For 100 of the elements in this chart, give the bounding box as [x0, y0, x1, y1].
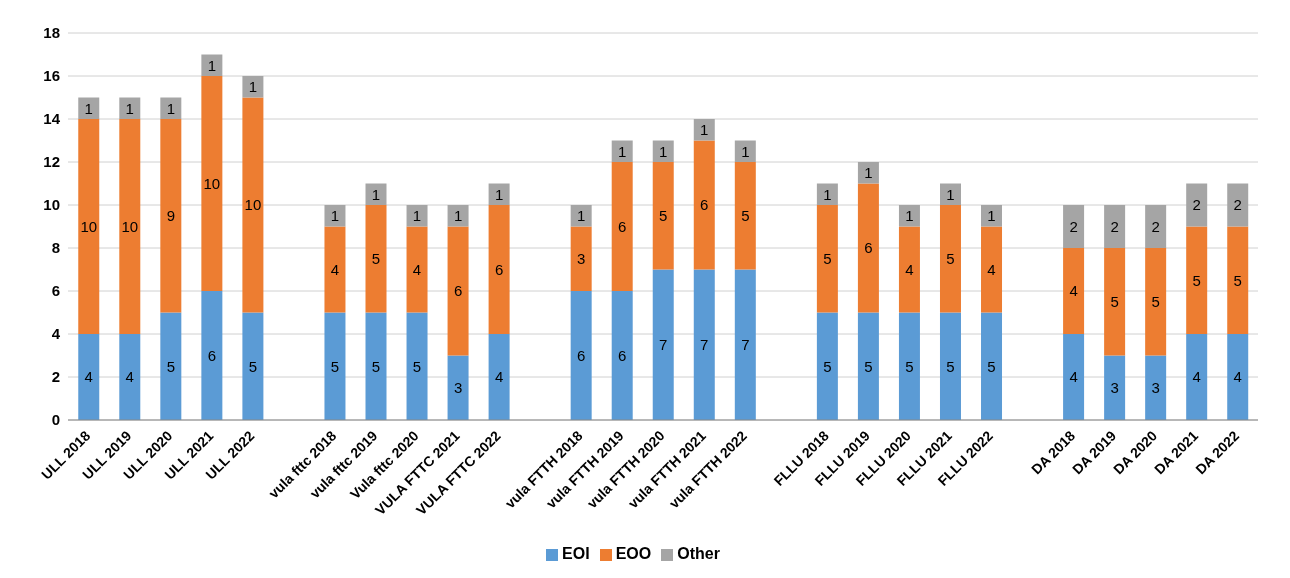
data-label: 6: [700, 196, 709, 214]
data-label: 5: [330, 357, 340, 375]
data-label: 1: [248, 78, 258, 96]
bar: [1227, 183, 1249, 227]
data-label: 5: [166, 357, 175, 375]
data-label: 5: [823, 250, 832, 268]
data-label: 5: [1192, 271, 1201, 289]
data-label: 5: [946, 250, 955, 268]
bar: [1063, 334, 1085, 420]
bar: [242, 97, 264, 313]
bar: [119, 97, 141, 119]
y-tick-label: 10: [43, 196, 60, 214]
bar: [201, 54, 223, 76]
data-label: 1: [618, 142, 627, 160]
bar: [611, 162, 633, 291]
bar: [78, 334, 100, 420]
bar: [1186, 226, 1208, 334]
data-label: 6: [618, 346, 627, 364]
bar: [488, 334, 510, 420]
y-tick-label: 8: [51, 239, 60, 257]
data-label: 5: [1233, 271, 1242, 289]
bar: [981, 205, 1003, 227]
bar: [1145, 205, 1167, 248]
bar: [447, 205, 469, 227]
data-label: 9: [166, 207, 175, 225]
bar: [1104, 205, 1126, 248]
data-label: 6: [494, 260, 504, 278]
bar: [406, 312, 428, 420]
bar: [242, 312, 264, 420]
data-label: 2: [1110, 217, 1119, 235]
data-label: 4: [1192, 368, 1201, 386]
bar: [324, 205, 346, 227]
bar: [693, 119, 715, 141]
data-label: 4: [905, 260, 914, 278]
data-label: 1: [412, 207, 422, 225]
data-label: 1: [700, 121, 709, 139]
bar: [1104, 248, 1126, 356]
data-label: 10: [244, 196, 262, 214]
bar: [1145, 248, 1167, 356]
y-tick-label: 6: [51, 282, 60, 300]
data-label: 5: [946, 357, 955, 375]
data-label: 4: [987, 260, 996, 278]
data-label: 4: [84, 368, 93, 386]
bar: [1186, 334, 1208, 420]
data-label: 4: [125, 368, 134, 386]
bar: [365, 312, 387, 420]
bar: [1227, 334, 1249, 420]
data-label: 1: [494, 185, 504, 203]
data-label: 1: [741, 142, 750, 160]
bar: [447, 355, 469, 420]
bar: [160, 312, 182, 420]
data-label: 6: [453, 282, 463, 300]
bar: [939, 205, 961, 313]
bar: [78, 119, 100, 334]
data-label: 5: [987, 357, 996, 375]
data-label: 5: [412, 357, 422, 375]
data-label: 4: [412, 260, 422, 278]
data-label: 2: [1069, 217, 1078, 235]
bar: [611, 291, 633, 420]
data-label: 5: [741, 207, 750, 225]
data-label: 10: [80, 217, 98, 235]
y-tick-label: 16: [43, 67, 60, 85]
data-label: 10: [203, 174, 221, 192]
y-tick-label: 4: [51, 325, 61, 343]
data-label: 4: [1069, 368, 1078, 386]
bar: [734, 140, 756, 162]
bar: [201, 76, 223, 291]
data-label: 1: [125, 99, 134, 117]
bar: [160, 119, 182, 313]
bar: [1227, 226, 1249, 334]
data-label: 5: [864, 357, 873, 375]
data-label: 3: [1110, 379, 1119, 397]
data-label: 5: [823, 357, 832, 375]
data-label: 5: [1151, 293, 1160, 311]
data-label: 7: [700, 336, 709, 354]
data-label: 5: [905, 357, 914, 375]
data-label: 1: [166, 99, 175, 117]
data-label: 1: [371, 185, 381, 203]
bar: [1104, 355, 1126, 420]
y-tick-label: 12: [43, 153, 60, 171]
bar: [365, 205, 387, 313]
y-tick-label: 18: [43, 24, 60, 42]
data-label: 5: [248, 357, 258, 375]
data-label: 1: [453, 207, 463, 225]
bar: [939, 183, 961, 205]
data-label: 1: [864, 164, 873, 182]
bar: [857, 162, 879, 184]
data-label: 1: [330, 207, 340, 225]
bar: [1145, 355, 1167, 420]
data-label: 5: [371, 250, 381, 268]
bar: [160, 97, 182, 119]
bar: [898, 226, 920, 313]
data-label: 4: [1233, 368, 1242, 386]
data-label: 5: [659, 207, 668, 225]
bar: [242, 76, 264, 98]
bar: [857, 183, 879, 313]
data-label: 1: [905, 207, 914, 225]
bar: [570, 291, 592, 420]
data-label: 2: [1233, 196, 1242, 214]
data-label: 7: [741, 336, 750, 354]
